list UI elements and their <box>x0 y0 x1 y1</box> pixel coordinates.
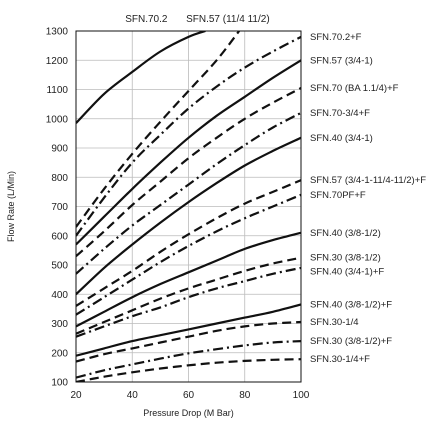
x-axis-title: Pressure Drop (M Bar) <box>143 408 234 418</box>
series-line <box>76 87 301 258</box>
series-label: SFN.30 (3/8-1/2) <box>310 253 381 264</box>
y-tick-label: 200 <box>51 348 68 359</box>
series-labels: SFN.70.2+F SFN.57 (3/4-1) SFN.70 (BA 1.1/4… <box>310 32 426 365</box>
series-line <box>76 303 301 357</box>
series-label: SFN.30 (3/8-1/2)+F <box>310 336 392 347</box>
y-tick-label: 100 <box>51 378 68 389</box>
x-tick-label: 20 <box>70 390 82 401</box>
series-line <box>76 358 301 382</box>
series-label: SFN.70.2+F <box>310 32 362 43</box>
series-line <box>76 136 301 296</box>
series-line <box>76 31 206 124</box>
y-tick-label: 600 <box>51 231 68 242</box>
series-label: SFN.70PF+F <box>310 190 366 201</box>
series-line <box>76 59 301 246</box>
y-axis-title: Flow Rate (L/Min) <box>6 171 16 242</box>
x-tick-label: 40 <box>127 390 139 401</box>
y-tick-label: 800 <box>51 173 68 184</box>
series-label: SFN.70-3/4+F <box>310 108 370 119</box>
x-tick-labels: 20 40 60 80 100 <box>70 390 309 401</box>
x-tick-label: 80 <box>239 390 251 401</box>
x-tick-label: 60 <box>183 390 195 401</box>
y-tick-label: 1100 <box>46 85 68 96</box>
y-tick-label: 1300 <box>46 27 69 38</box>
series-label: SFN.40 (3/4-1) <box>310 133 373 144</box>
series-line <box>76 111 301 275</box>
y-tick-label: 1200 <box>46 56 69 67</box>
top-series-label: SFN.70.2 <box>125 14 168 25</box>
plot-frame <box>75 30 302 383</box>
series-label: SFN.30-1/4 <box>310 317 359 328</box>
series-line <box>76 35 301 237</box>
series-label: SFN.30-1/4+F <box>310 354 370 365</box>
series-line <box>76 256 301 335</box>
series-line <box>76 179 301 307</box>
series-label: SFN.57 (3/4-1) <box>310 55 373 66</box>
series-line <box>76 340 301 379</box>
y-tick-label: 500 <box>51 261 68 272</box>
series-label: SFN.57 (3/4-1-11/4-11/2)+F <box>310 175 426 186</box>
series-label: SFN.40 (3/8-1/2) <box>310 228 381 239</box>
series-line <box>76 231 301 328</box>
series-label: SFN.40 (3/4-1)+F <box>310 267 384 278</box>
series-line <box>76 320 301 363</box>
series-label: SFN.70 (BA 1.1/4)+F <box>310 83 399 94</box>
top-series-label: SFN.57 (11/4 11/2) <box>186 14 270 25</box>
series-label: SFN.40 (3/8-1/2)+F <box>310 299 392 310</box>
y-tick-label: 400 <box>51 290 68 301</box>
y-tick-label: 900 <box>51 144 68 155</box>
top-series-labels: SFN.70.2 SFN.57 (11/4 11/2) <box>125 14 269 25</box>
y-tick-label: 700 <box>51 202 68 213</box>
y-tick-label: 300 <box>51 319 68 330</box>
series-line <box>76 193 301 316</box>
series-lines <box>76 31 301 382</box>
series-line <box>76 31 240 228</box>
y-tick-label: 1000 <box>46 114 69 125</box>
y-tick-labels: 100 200 300 400 500 600 700 800 900 1000 1100 1200 1… <box>46 27 69 389</box>
x-tick-label: 100 <box>293 390 310 401</box>
